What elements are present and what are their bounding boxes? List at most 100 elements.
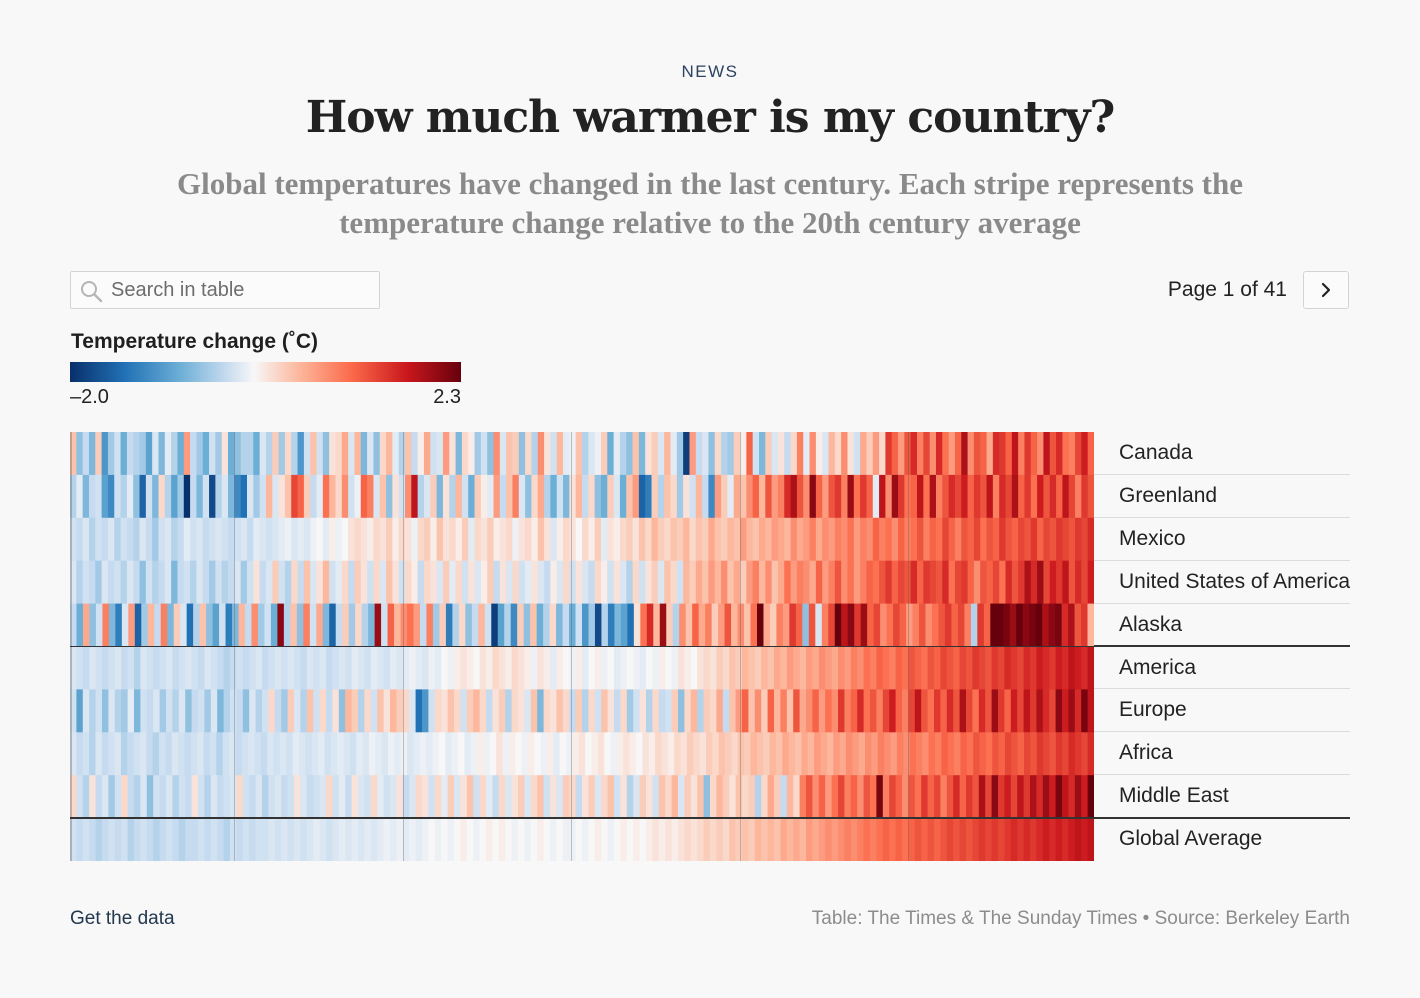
heatmap-cell [335,432,343,476]
next-page-button[interactable] [1303,271,1349,309]
heatmap-cell [240,517,248,562]
heatmap-cell [158,474,166,519]
heatmap-cell [306,818,314,861]
heatmap-cell [215,432,223,476]
heatmap-cell [127,818,135,861]
heatmap-cell [934,646,941,690]
heatmap-cell [724,603,732,647]
heatmap-cell [240,432,248,476]
heatmap-cell [242,689,250,733]
heatmap-cell [76,646,84,690]
heatmap-cell [76,432,84,476]
heatmap-cell [556,517,564,562]
heatmap-cell [364,818,372,861]
heatmap-cell [303,603,311,647]
heatmap-cell [430,474,438,519]
heatmap-cell [322,432,330,476]
heatmap-cell [303,432,311,476]
heatmap-cell [973,517,981,562]
heatmap-cell [506,432,514,476]
heatmap-cell [70,603,78,647]
heatmap-cell [537,560,545,604]
heatmap-cell [980,517,988,562]
heatmap-cell [575,646,583,690]
heatmap-cell [70,818,77,861]
heatmap-cell [76,775,84,819]
heatmap-cell [876,646,884,690]
heatmap-cell [940,775,948,819]
heatmap-cell [873,603,881,647]
heatmap-cell [1049,689,1057,733]
heatmap-cell [942,517,950,562]
heatmap-cell [544,560,551,604]
heatmap-cell [479,689,487,733]
heatmap-cell [134,775,141,819]
heatmap-cell [652,818,660,861]
heatmap-cell [992,560,1000,604]
heatmap-cell [88,474,96,519]
heatmap-cell [808,603,816,647]
heatmap-cell [740,432,747,476]
heatmap-cell [964,603,972,647]
heatmap-cell [665,689,673,733]
search-input[interactable] [111,272,371,308]
heatmap-cell [923,560,931,604]
heatmap-cell [230,775,237,819]
heatmap-cell [537,517,545,562]
heatmap-cell [672,603,680,647]
heatmap-cell [291,432,299,476]
heatmap-cell [402,689,410,733]
heatmap-cell [985,775,993,819]
heatmap-cell [646,603,654,647]
heatmap-cell [438,732,446,776]
heatmap-cell [126,517,134,562]
heatmap-cell [942,432,950,476]
heatmap-cell [525,432,533,476]
heatmap-cell [731,603,739,647]
heatmap-cell [702,560,710,604]
heatmap-cell [221,517,229,562]
heatmap-cell [899,603,907,647]
heatmap-cell [409,775,417,819]
heatmap-cell [786,689,794,733]
heatmap-cell [716,689,724,733]
heatmap-cell [178,646,186,690]
group-divider [70,645,1350,647]
heatmap-cell [442,474,450,519]
heatmap-cell [442,517,450,562]
heatmap-cell [710,646,717,690]
heatmap-cell [966,732,974,776]
heatmap-cell [152,432,160,476]
heatmap-cell [882,775,890,819]
heatmap-cell [853,432,861,476]
heatmap-cell [884,732,892,776]
heatmap-cell [128,603,136,647]
heatmap-cell [493,432,501,476]
heatmap-cell [345,689,353,733]
heatmap-cell [297,517,305,562]
heatmap-cell [210,689,218,733]
heatmap-cell [801,732,809,776]
heatmap-cell [1055,775,1063,819]
heatmap-cell [1068,732,1076,776]
heatmap-cell [474,560,482,604]
heatmap-cell [392,517,400,562]
get-the-data-link[interactable]: Get the data [70,908,175,929]
heatmap-cell [860,603,868,647]
heatmap-cell [102,775,109,819]
heatmap-cell [377,775,385,819]
heatmap-cell [430,517,438,562]
heatmap-cell [332,818,340,861]
heatmap-cell [206,603,214,647]
heatmap-cell [190,732,198,776]
heatmap-cell [436,432,444,476]
heatmap-cell [710,775,717,819]
heatmap-cell [499,517,507,562]
heatmap-cell [876,818,884,861]
heatmap-cell [1024,560,1032,604]
heatmap-cell [626,517,634,562]
search-box[interactable] [70,271,380,309]
heatmap-cell [731,732,739,776]
heatmap-cell [729,689,737,733]
heatmap-cell [246,560,254,604]
